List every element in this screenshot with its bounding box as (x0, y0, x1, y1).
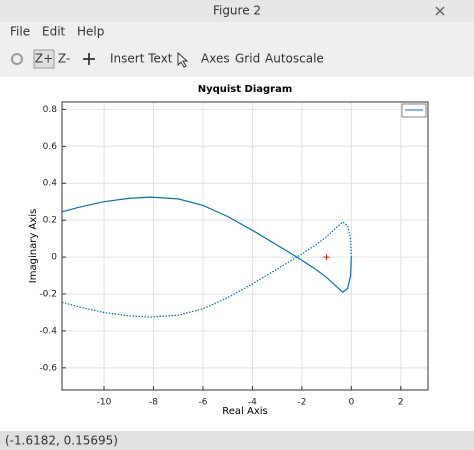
y-tick-label: -0.4 (39, 326, 57, 336)
toolbar-button[interactable]: Autoscale (265, 52, 324, 66)
zoom-in-button[interactable] (33, 49, 55, 69)
pan-icon[interactable] (83, 53, 95, 65)
chart-title: Nyquist Diagram (198, 84, 293, 95)
close-button[interactable] (435, 6, 445, 16)
toolbar-button[interactable]: Grid (235, 52, 260, 66)
toolbar-button[interactable]: Axes (201, 52, 230, 66)
toolbar-button[interactable]: Insert Text (110, 52, 173, 66)
menu-toolbar-bg (0, 22, 474, 77)
x-tick-label: -2 (297, 398, 306, 408)
status-text: (-1.6182, 0.15695) (5, 434, 118, 448)
status-bar (0, 431, 474, 450)
plot-frame (61, 101, 429, 391)
toolbar-button[interactable]: Z- (58, 52, 70, 66)
y-tick-label: 0.2 (43, 216, 57, 226)
nyquist-curve (61, 196, 352, 293)
y-tick-label: -0.6 (39, 363, 57, 373)
x-tick-label: -6 (198, 398, 207, 408)
title-bar (0, 0, 474, 22)
y-axis-label: Imaginary Axis (28, 209, 39, 283)
x-tick-label: 2 (398, 398, 404, 408)
window-title: Figure 2 (213, 4, 261, 18)
menu-item[interactable]: Help (77, 25, 104, 39)
y-tick-label: 0.8 (43, 105, 58, 115)
toolbar-button[interactable]: Z+ (35, 52, 53, 66)
critical-point (323, 254, 330, 261)
y-tick-label: 0.4 (43, 179, 58, 189)
x-tick-label: 0 (348, 398, 354, 408)
y-tick-label: 0 (51, 253, 57, 263)
y-tick-label: -0.2 (39, 290, 57, 300)
rotate-icon[interactable] (11, 53, 23, 65)
figure-area (0, 77, 474, 431)
x-tick-label: -10 (97, 398, 112, 408)
y-tick-label: 0.6 (43, 142, 58, 152)
x-axis-label: Real Axis (222, 406, 267, 417)
x-tick-label: -4 (248, 398, 257, 408)
menu-item[interactable]: Edit (42, 25, 66, 39)
x-tick-label: -8 (149, 398, 158, 408)
nyquist-curve (61, 221, 352, 318)
select-icon[interactable] (177, 51, 189, 68)
menu-item[interactable]: File (10, 25, 30, 39)
